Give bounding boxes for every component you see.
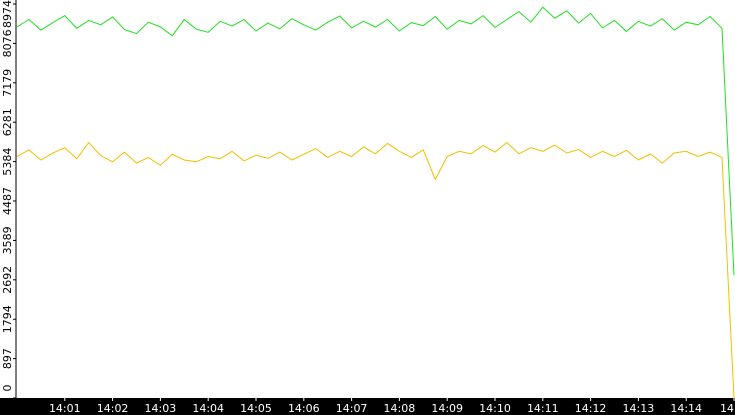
x-tick-label: 14:08 [384, 402, 416, 415]
y-tick-label: 0 [1, 385, 14, 392]
x-tick-label: 14:13 [623, 402, 655, 415]
x-tick-label: 14:09 [431, 402, 463, 415]
y-tick-label: 5384 [1, 148, 14, 176]
x-tick-label: 14:04 [192, 402, 224, 415]
x-tick-label: 14:03 [145, 402, 177, 415]
y-tick-label: 3589 [1, 226, 14, 254]
y-tick-label: 4487 [1, 187, 14, 215]
x-tick-label: 14:14 [670, 402, 702, 415]
x-tick-label: 14:12 [575, 402, 607, 415]
y-tick-label: 7179 [1, 69, 14, 97]
x-tick-label: 14:05 [240, 402, 272, 415]
series-line [16, 141, 735, 399]
y-tick-label: 2692 [1, 266, 14, 294]
x-tick-label: 14 [720, 402, 734, 415]
x-tick-label: 14:06 [288, 402, 320, 415]
x-tick-label: 14:11 [527, 402, 559, 415]
x-tick-label: 14:10 [479, 402, 511, 415]
y-tick-label: 8076 [1, 29, 14, 57]
y-tick-label: 1794 [1, 305, 14, 333]
series-line [16, 6, 735, 276]
y-tick-label: 6281 [1, 108, 14, 136]
x-tick-label: 14:07 [336, 402, 368, 415]
y-tick-label: 897 [1, 348, 14, 369]
x-tick-label: 14:02 [97, 402, 129, 415]
y-tick-label: 8974 [1, 0, 14, 28]
x-axis-band [0, 398, 735, 415]
x-tick-label: 14:01 [49, 402, 81, 415]
